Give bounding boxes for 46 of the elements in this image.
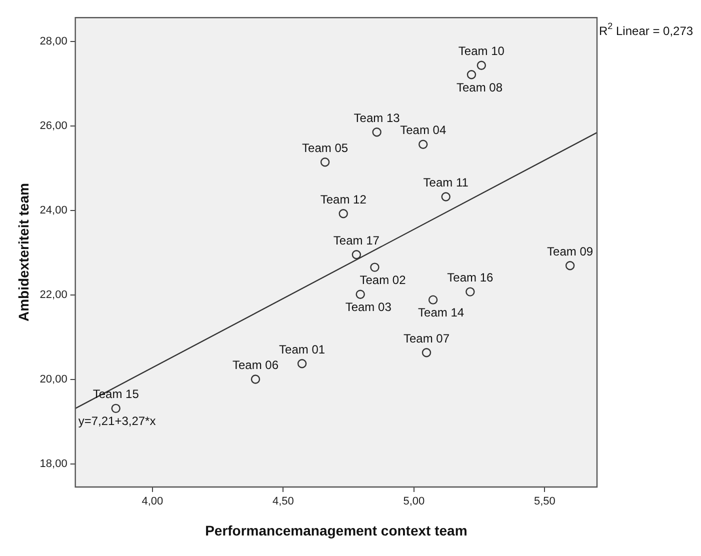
- point: [466, 70, 476, 80]
- annotation: Team 08: [456, 80, 503, 94]
- point: [418, 140, 428, 149]
- annotation: Team 10: [458, 44, 505, 58]
- point: [297, 359, 307, 368]
- y-axis-title: Ambidexteriteit team: [15, 183, 32, 322]
- annotation: Team 11: [423, 176, 469, 190]
- y-tick-label: 28,00: [40, 36, 68, 48]
- point: [372, 128, 382, 137]
- annotation: Team 07: [403, 331, 450, 346]
- annotation: Team 16: [447, 270, 494, 285]
- point: [370, 262, 380, 272]
- point: [111, 404, 120, 414]
- x-tick-label: 5,00: [403, 496, 425, 508]
- point: [356, 290, 365, 299]
- point: [338, 209, 348, 218]
- annotation: Team 02: [360, 273, 406, 288]
- point: [428, 295, 438, 304]
- point: [476, 60, 486, 70]
- annotation: Team 09: [547, 244, 594, 258]
- annotation: Team 04: [400, 123, 446, 138]
- point: [441, 192, 450, 202]
- point: [320, 157, 330, 167]
- annotation: y=7,21+3,27*x: [78, 414, 156, 428]
- annotation: Team 13: [354, 110, 400, 125]
- annotation: Team 14: [418, 306, 464, 320]
- point: [422, 348, 432, 358]
- y-tick-label: 22,00: [40, 289, 68, 302]
- x-tick-label: 4,50: [272, 496, 294, 508]
- point: [250, 374, 260, 384]
- point: [466, 287, 475, 296]
- point: [565, 261, 575, 270]
- x-tick-label: 5,50: [534, 496, 556, 508]
- y-tick-label: 24,00: [40, 204, 68, 217]
- x-axis-title: Performancemanagement context team: [205, 522, 468, 538]
- annotation: Team 12: [320, 192, 367, 206]
- point: [352, 250, 362, 260]
- y-tick-label: 18,00: [40, 458, 68, 470]
- x-tick-label: 4,00: [142, 496, 164, 508]
- annotation: Team 03: [345, 300, 392, 314]
- y-tick-label: 20,00: [40, 374, 68, 386]
- annotation: Team 01: [279, 342, 326, 356]
- annotation: Team 05: [302, 140, 348, 155]
- annotation: Team 06: [232, 358, 279, 372]
- annotation: Team 17: [333, 233, 380, 248]
- y-tick-label: 26,00: [40, 120, 68, 132]
